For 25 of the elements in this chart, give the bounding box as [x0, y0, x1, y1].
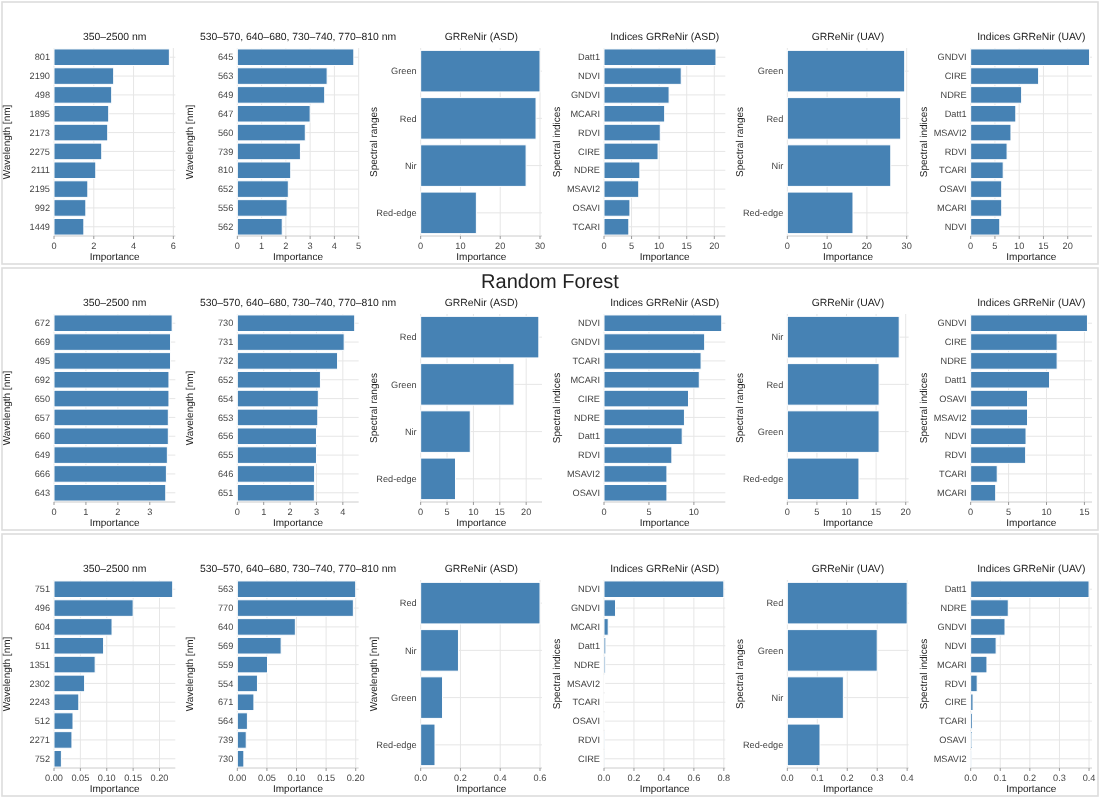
bar — [786, 191, 854, 235]
bar — [420, 97, 537, 140]
bar — [786, 144, 892, 187]
bar — [786, 410, 880, 453]
bar — [420, 410, 471, 453]
bar — [786, 97, 902, 140]
bar — [786, 676, 844, 719]
bar — [420, 676, 444, 719]
bar — [420, 315, 540, 359]
bar — [420, 144, 527, 187]
bar — [420, 581, 541, 625]
bar — [786, 49, 906, 93]
bar — [420, 457, 456, 501]
bar — [786, 581, 908, 625]
bar — [786, 457, 860, 501]
bar — [420, 191, 477, 235]
bar — [420, 363, 515, 406]
bar — [786, 723, 821, 767]
text: Random Forest — [481, 272, 620, 294]
bar — [420, 49, 541, 93]
bar — [786, 363, 880, 406]
bar — [786, 629, 878, 672]
bar — [420, 629, 459, 672]
bar — [786, 315, 900, 359]
bar — [420, 723, 436, 767]
